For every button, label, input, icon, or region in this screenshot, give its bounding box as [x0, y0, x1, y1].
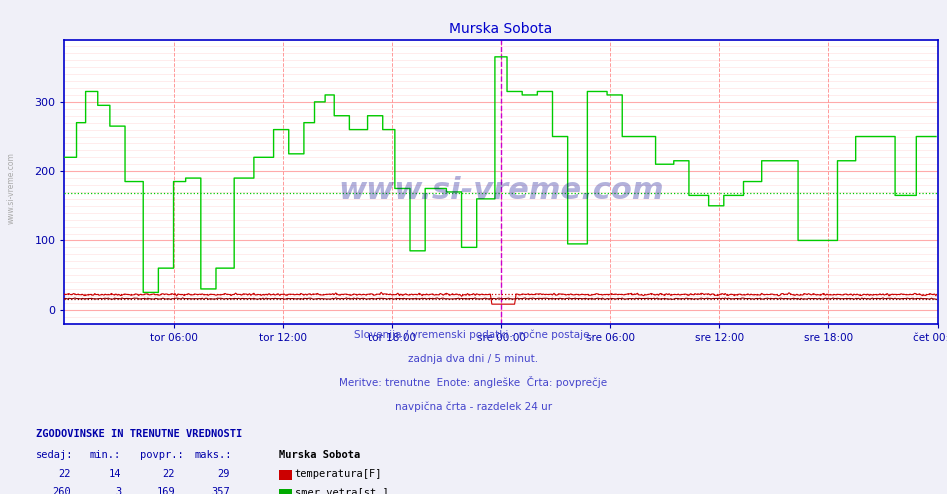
Text: www.si-vreme.com: www.si-vreme.com — [7, 152, 16, 224]
Text: zadnja dva dni / 5 minut.: zadnja dva dni / 5 minut. — [408, 354, 539, 364]
Text: smer vetra[st.]: smer vetra[st.] — [295, 488, 388, 494]
Text: sedaj:: sedaj: — [36, 450, 74, 460]
Text: 29: 29 — [218, 469, 230, 479]
Text: 3: 3 — [115, 488, 121, 494]
Text: www.si-vreme.com: www.si-vreme.com — [338, 175, 664, 205]
Text: povpr.:: povpr.: — [140, 450, 184, 460]
Text: 357: 357 — [211, 488, 230, 494]
Text: Murska Sobota: Murska Sobota — [279, 450, 361, 460]
Text: Slovenija / vremenski podatki - ročne postaje.: Slovenija / vremenski podatki - ročne po… — [354, 330, 593, 340]
Text: min.:: min.: — [90, 450, 121, 460]
Text: maks.:: maks.: — [194, 450, 232, 460]
Text: temperatura[F]: temperatura[F] — [295, 469, 382, 479]
Text: ZGODOVINSKE IN TRENUTNE VREDNOSTI: ZGODOVINSKE IN TRENUTNE VREDNOSTI — [36, 429, 242, 439]
Text: navpična črta - razdelek 24 ur: navpična črta - razdelek 24 ur — [395, 401, 552, 412]
Text: Meritve: trenutne  Enote: angleške  Črta: povprečje: Meritve: trenutne Enote: angleške Črta: … — [339, 376, 608, 388]
Text: 22: 22 — [163, 469, 175, 479]
Text: 22: 22 — [59, 469, 71, 479]
Text: 260: 260 — [52, 488, 71, 494]
Title: Murska Sobota: Murska Sobota — [449, 22, 553, 36]
Text: 169: 169 — [156, 488, 175, 494]
Text: 14: 14 — [109, 469, 121, 479]
